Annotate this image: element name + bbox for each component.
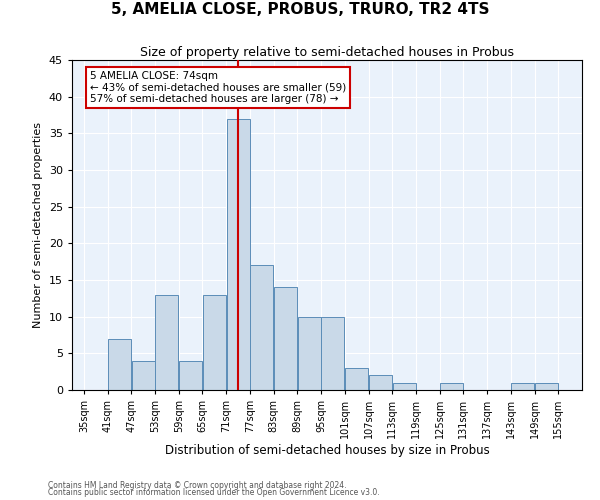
Text: 5, AMELIA CLOSE, PROBUS, TRURO, TR2 4TS: 5, AMELIA CLOSE, PROBUS, TRURO, TR2 4TS <box>111 2 489 18</box>
Bar <box>535 382 558 390</box>
Bar <box>179 360 202 390</box>
Bar <box>298 316 320 390</box>
Bar <box>131 360 155 390</box>
Bar <box>108 338 131 390</box>
Bar <box>440 382 463 390</box>
Text: Contains public sector information licensed under the Open Government Licence v3: Contains public sector information licen… <box>48 488 380 497</box>
Bar <box>227 118 250 390</box>
Text: 5 AMELIA CLOSE: 74sqm
← 43% of semi-detached houses are smaller (59)
57% of semi: 5 AMELIA CLOSE: 74sqm ← 43% of semi-deta… <box>90 71 346 104</box>
Bar <box>392 382 416 390</box>
Bar <box>369 376 392 390</box>
X-axis label: Distribution of semi-detached houses by size in Probus: Distribution of semi-detached houses by … <box>164 444 490 457</box>
Text: Contains HM Land Registry data © Crown copyright and database right 2024.: Contains HM Land Registry data © Crown c… <box>48 480 347 490</box>
Bar <box>511 382 534 390</box>
Bar <box>345 368 368 390</box>
Y-axis label: Number of semi-detached properties: Number of semi-detached properties <box>33 122 43 328</box>
Bar <box>274 288 297 390</box>
Bar <box>250 266 273 390</box>
Bar <box>322 316 344 390</box>
Bar <box>203 294 226 390</box>
Title: Size of property relative to semi-detached houses in Probus: Size of property relative to semi-detach… <box>140 46 514 59</box>
Bar <box>155 294 178 390</box>
